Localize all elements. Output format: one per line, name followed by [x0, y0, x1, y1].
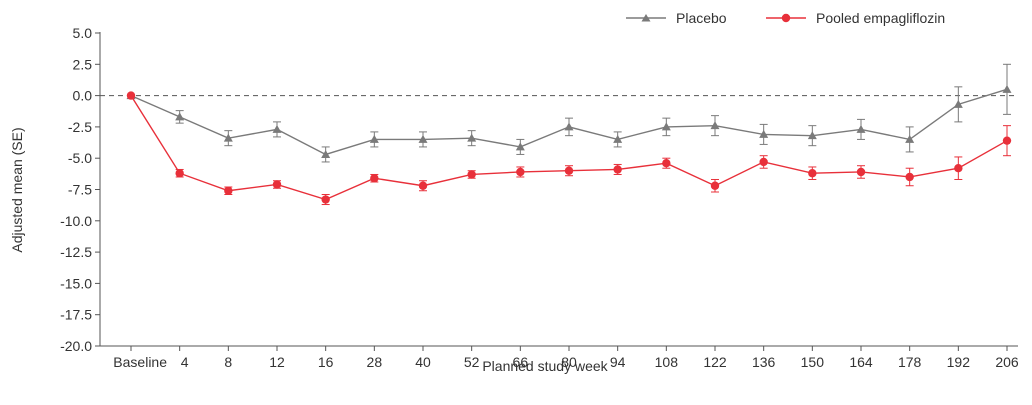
y-tick-label: 2.5: [73, 56, 93, 72]
data-point: [369, 134, 379, 143]
x-tick-label: 28: [367, 354, 383, 370]
x-axis-title: Planned study week: [482, 358, 608, 374]
data-point: [418, 134, 428, 143]
data-point: [856, 167, 866, 177]
data-point: [126, 91, 136, 100]
legend-empagliflozin-marker: [781, 13, 791, 23]
x-tick-label: 108: [655, 354, 679, 370]
y-tick-label: -12.5: [60, 244, 92, 260]
data-point: [954, 164, 963, 173]
x-tick-label: 94: [610, 354, 626, 370]
data-point: [905, 172, 914, 182]
y-tick-label: -10.0: [60, 213, 92, 229]
legend-placebo-label: Placebo: [676, 10, 727, 26]
data-point: [272, 124, 282, 133]
x-tick-label: 206: [995, 354, 1019, 370]
series-placebo: [126, 63, 1012, 163]
y-tick-label: -7.5: [68, 182, 92, 198]
legend-item-placebo[interactable]: Placebo: [626, 10, 727, 26]
x-tick-label: 164: [849, 354, 873, 370]
data-point: [1002, 136, 1012, 145]
data-point: [321, 195, 330, 204]
y-tick-label: -20.0: [60, 338, 92, 354]
data-point: [516, 167, 525, 177]
data-point: [759, 129, 769, 138]
data-point: [321, 149, 331, 158]
x-tick-label: 52: [464, 354, 480, 370]
data-point: [223, 133, 233, 142]
data-point: [613, 134, 623, 143]
y-tick-label: -5.0: [68, 150, 92, 166]
data-point: [759, 157, 768, 167]
data-point: [272, 180, 282, 189]
x-tick-label: 136: [752, 354, 776, 370]
series-line: [130, 95, 1008, 201]
series-empagliflozin: [126, 91, 1012, 206]
data-point: [856, 124, 866, 133]
data-point: [661, 122, 671, 131]
data-point: [662, 159, 671, 168]
x-tick-label: 12: [269, 354, 285, 370]
y-tick-label: 5.0: [73, 25, 93, 41]
data-point: [564, 122, 574, 131]
x-tick-label: 178: [898, 354, 922, 370]
data-point: [564, 166, 574, 175]
y-tick-label: -17.5: [60, 307, 92, 323]
data-point: [175, 112, 185, 121]
data-point: [515, 142, 525, 151]
x-tick-label: 66: [513, 354, 529, 370]
legend-placebo-marker: [641, 14, 651, 22]
y-tick-label: -2.5: [68, 119, 92, 135]
x-tick-label: 122: [703, 354, 727, 370]
data-point: [467, 133, 477, 142]
series-layer: [126, 63, 1012, 206]
data-point: [370, 174, 379, 183]
y-tick-label: 0.0: [73, 88, 93, 104]
data-point: [710, 181, 720, 190]
x-tick-label: 4: [181, 354, 189, 370]
y-ticks: 5.0 2.5 0.0 -2.5 -5.0 -7.5 -10.0 -12.5 -15.0 -17.…: [60, 25, 100, 354]
x-tick-label: 16: [318, 354, 334, 370]
data-point: [807, 131, 817, 140]
data-point: [467, 170, 476, 179]
legend-empagliflozin-label: Pooled empagliflozin: [816, 10, 945, 26]
x-tick-label: 8: [224, 354, 232, 370]
x-tick-label: Baseline: [113, 354, 167, 370]
data-point: [1002, 84, 1012, 93]
x-ticks: Baseline 4 8 12 16 28 40 52 66 80 94 108 122 136 150 16…: [113, 346, 1019, 370]
data-point: [418, 181, 428, 190]
data-point: [710, 121, 720, 130]
data-point: [613, 165, 622, 174]
data-point: [224, 186, 233, 195]
y-tick-label: -15.0: [60, 275, 92, 291]
data-point: [175, 169, 184, 178]
data-point: [905, 134, 915, 143]
data-point: [808, 169, 817, 178]
x-tick-label: 80: [561, 354, 577, 370]
data-point: [953, 99, 963, 108]
x-tick-label: 40: [415, 354, 431, 370]
x-tick-label: 150: [801, 354, 825, 370]
y-axis-title: Adjusted mean (SE): [9, 127, 25, 252]
x-tick-label: 192: [947, 354, 971, 370]
legend-item-empagliflozin[interactable]: Pooled empagliflozin: [766, 10, 945, 26]
legend: Placebo Pooled empagliflozin: [626, 10, 945, 26]
